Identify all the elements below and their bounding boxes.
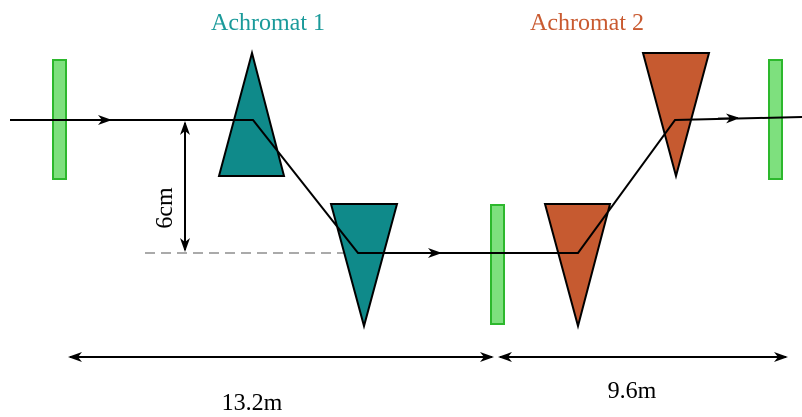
achromat1-prism-2 (329, 203, 399, 330)
achromat1-title: Achromat 1 (211, 10, 325, 36)
achromat2-prism-2 (641, 52, 711, 180)
achromat1-prism-1 (217, 49, 286, 177)
achromat2-title: Achromat 2 (530, 10, 644, 36)
optical-element-3 (768, 59, 783, 180)
beam-direction-arrow-3 (717, 113, 740, 124)
achromat2-prism-1 (543, 203, 612, 330)
beam-path (10, 116, 802, 254)
optical-element-2 (490, 204, 505, 325)
offset-label: 6cm (152, 187, 178, 229)
length1-label: 13.2m (222, 390, 283, 416)
length2-label: 9.6m (608, 378, 657, 404)
